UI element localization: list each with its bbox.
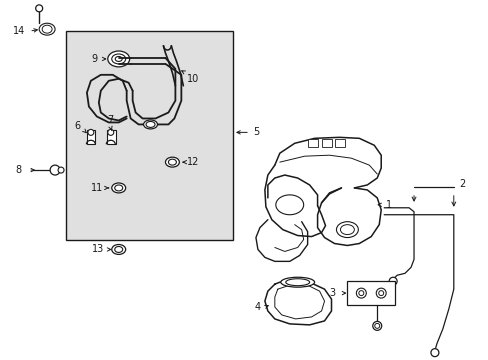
Ellipse shape <box>340 225 354 235</box>
Text: 11: 11 <box>91 183 103 193</box>
Circle shape <box>88 129 94 135</box>
Bar <box>106 130 116 144</box>
Ellipse shape <box>42 25 52 33</box>
Text: 4: 4 <box>254 302 261 312</box>
Text: 8: 8 <box>15 165 21 175</box>
Circle shape <box>430 349 438 357</box>
Bar <box>346 281 394 305</box>
Text: 1: 1 <box>386 200 391 210</box>
Text: 7: 7 <box>107 116 114 126</box>
Ellipse shape <box>165 157 179 167</box>
Ellipse shape <box>112 244 125 255</box>
Text: 9: 9 <box>92 54 98 64</box>
Bar <box>87 130 95 144</box>
Ellipse shape <box>112 54 125 64</box>
Text: 2: 2 <box>458 179 464 189</box>
Ellipse shape <box>275 195 303 215</box>
Ellipse shape <box>280 277 314 287</box>
Bar <box>321 139 331 147</box>
Ellipse shape <box>112 183 125 193</box>
Text: 3: 3 <box>329 288 335 298</box>
Circle shape <box>36 5 42 12</box>
Text: 10: 10 <box>187 74 199 84</box>
Text: 6: 6 <box>74 121 80 131</box>
Ellipse shape <box>39 23 55 35</box>
Circle shape <box>50 165 60 175</box>
Text: 12: 12 <box>187 157 199 167</box>
Bar <box>335 139 345 147</box>
Text: 14: 14 <box>13 26 25 36</box>
Text: 5: 5 <box>252 127 259 138</box>
Circle shape <box>356 288 366 298</box>
Text: 13: 13 <box>92 244 104 255</box>
Ellipse shape <box>143 120 157 129</box>
Circle shape <box>107 129 114 135</box>
Ellipse shape <box>336 222 358 238</box>
Circle shape <box>388 277 396 285</box>
Bar <box>307 139 317 147</box>
Bar <box>66 31 233 239</box>
Ellipse shape <box>107 51 129 67</box>
Circle shape <box>58 167 64 173</box>
Circle shape <box>375 288 386 298</box>
Circle shape <box>372 321 381 330</box>
